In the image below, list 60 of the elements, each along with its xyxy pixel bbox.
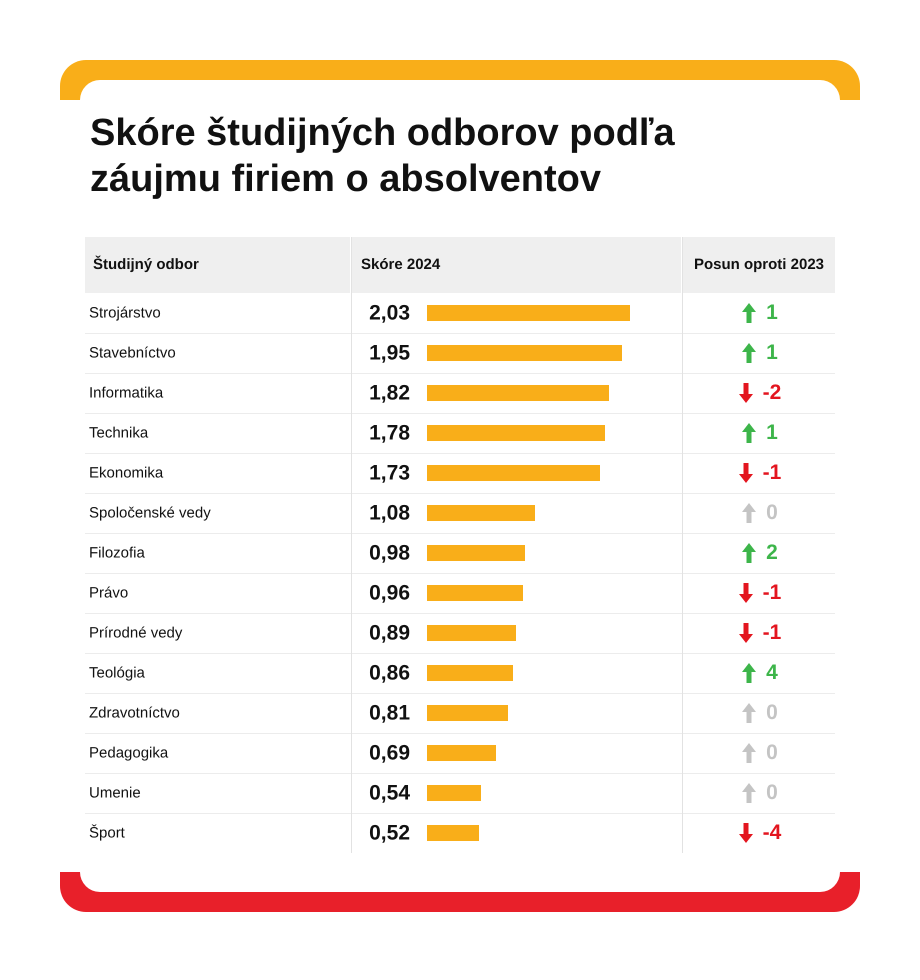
- bar: [427, 705, 508, 721]
- y-tick-label: Právo: [89, 584, 128, 602]
- text: 1: [766, 421, 778, 445]
- bar: [427, 345, 622, 361]
- data-label: 0,54: [369, 782, 410, 804]
- y-tick-label: Zdravotníctvo: [89, 704, 180, 722]
- chart-title: Skóre študijných odborov podľa záujmu firiem o absolventov: [90, 111, 676, 202]
- bar: [427, 745, 496, 761]
- data-label: 1,95: [369, 342, 410, 364]
- y-tick-label: Stavebníctvo: [89, 344, 176, 362]
- y-tick-label: Pedagogika: [89, 744, 169, 762]
- data-label: 1,82: [369, 382, 410, 404]
- y-tick-label: Spoločenské vedy: [89, 504, 212, 522]
- bar: [427, 425, 605, 441]
- text: 1: [766, 301, 778, 325]
- data-label: 0,89: [369, 622, 410, 644]
- data-label: 0,96: [369, 582, 410, 604]
- bar: [427, 545, 525, 561]
- data-label: 0,98: [369, 542, 410, 564]
- y-tick-label: Prírodné vedy: [89, 624, 183, 642]
- bar: [427, 625, 516, 641]
- text: Posun oproti 2023: [683, 237, 835, 293]
- data-label: 0,52: [369, 822, 410, 844]
- y-tick-label: Šport: [89, 824, 126, 842]
- y-tick-label: Ekonomika: [89, 464, 164, 482]
- data-label: 2,03: [369, 302, 410, 324]
- text: 0: [766, 501, 778, 525]
- text: -2: [762, 381, 782, 405]
- y-tick-label: Informatika: [89, 384, 164, 402]
- data-label: 0,69: [369, 742, 410, 764]
- y-tick-label: Filozofia: [89, 544, 146, 562]
- data-label: 0,86: [369, 662, 410, 684]
- text: 0: [766, 701, 778, 725]
- y-tick-label: Strojárstvo: [89, 304, 161, 322]
- text: 0: [766, 781, 778, 805]
- text: -1: [762, 461, 782, 485]
- y-tick-label: Technika: [89, 424, 149, 442]
- text: -1: [762, 581, 782, 605]
- text: 2: [766, 541, 778, 565]
- text: 4: [766, 661, 778, 685]
- bar: [427, 385, 609, 401]
- bar: [427, 665, 513, 681]
- data-label: 0,81: [369, 702, 410, 724]
- x-axis-title: Skóre 2024: [352, 237, 681, 293]
- data-label: 1,78: [369, 422, 410, 444]
- bar: [427, 585, 523, 601]
- text: 1: [766, 341, 778, 365]
- text: -1: [762, 621, 782, 645]
- bar: [427, 825, 479, 841]
- bar: [427, 305, 630, 321]
- bar: [427, 465, 600, 481]
- y-axis-title: Študijný odbor: [85, 237, 350, 293]
- y-tick-label: Teológia: [89, 664, 146, 682]
- text: -4: [762, 821, 782, 845]
- data-label: 1,08: [369, 502, 410, 524]
- bar: [427, 505, 535, 521]
- y-tick-label: Umenie: [89, 784, 141, 802]
- bar: [427, 785, 481, 801]
- data-label: 1,73: [369, 462, 410, 484]
- text: 0: [766, 741, 778, 765]
